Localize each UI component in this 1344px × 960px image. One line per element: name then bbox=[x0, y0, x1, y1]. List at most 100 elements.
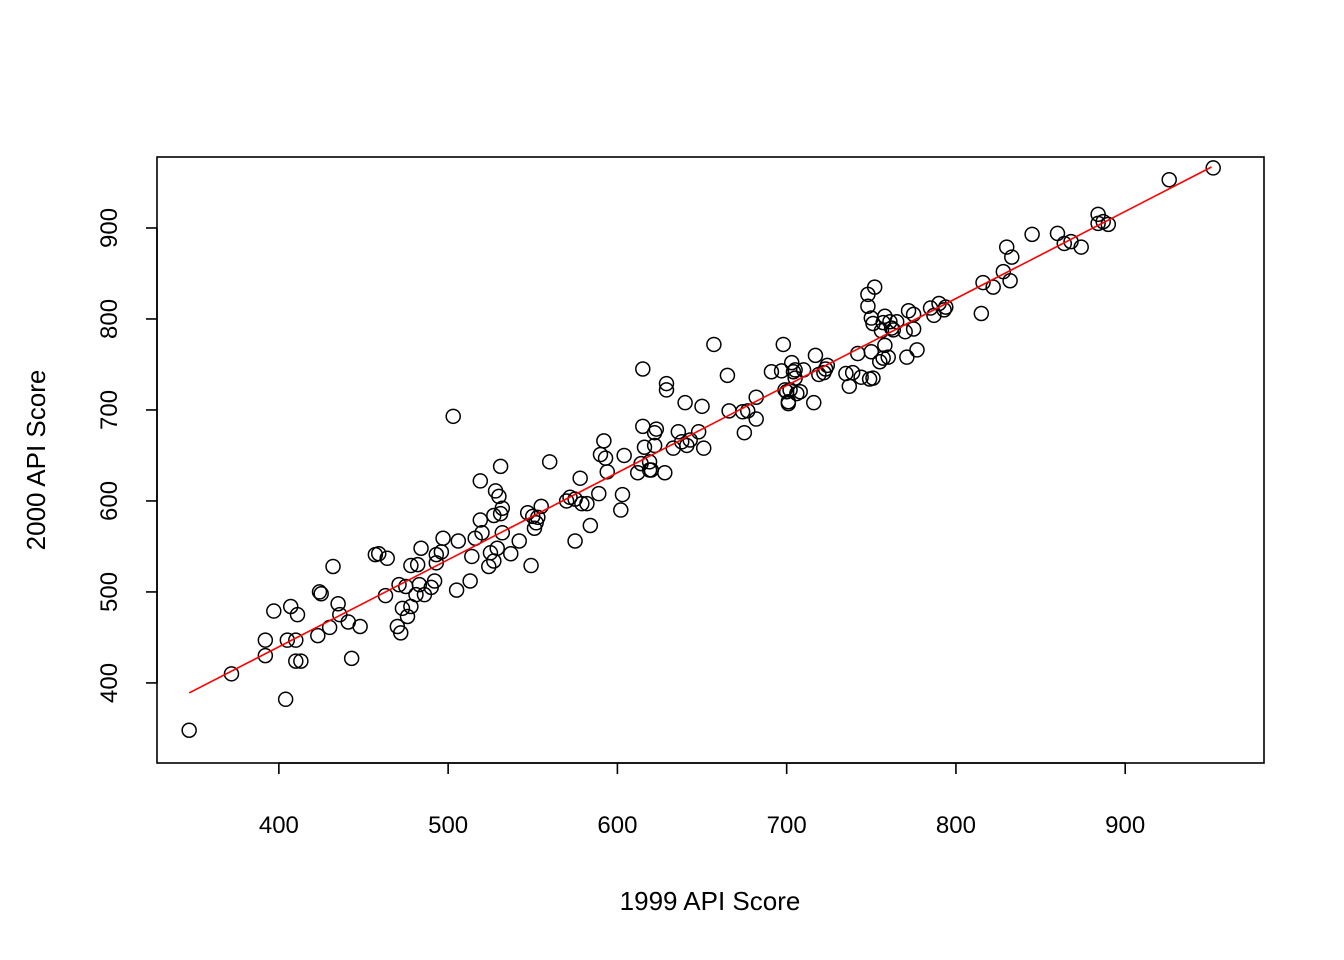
data-point bbox=[223, 666, 240, 682]
y-tick-label: 700 bbox=[96, 390, 123, 430]
data-point bbox=[408, 586, 424, 603]
data-point bbox=[783, 354, 800, 371]
data-point bbox=[403, 557, 419, 574]
data-point bbox=[616, 447, 632, 464]
regression-line bbox=[188, 166, 1212, 694]
data-point bbox=[763, 363, 780, 380]
data-point bbox=[787, 362, 803, 378]
data-point bbox=[435, 530, 451, 547]
x-tick-label: 900 bbox=[1105, 812, 1145, 839]
data-point bbox=[370, 545, 387, 562]
data-point bbox=[1049, 225, 1066, 242]
data-point bbox=[494, 525, 511, 541]
data-point bbox=[426, 573, 443, 589]
data-point bbox=[975, 274, 991, 291]
data-point bbox=[905, 321, 922, 337]
x-tick-label: 600 bbox=[597, 812, 637, 839]
data-point bbox=[257, 632, 274, 648]
x-tick-label: 700 bbox=[767, 812, 807, 839]
data-point bbox=[1002, 272, 1018, 289]
data-point bbox=[853, 369, 869, 385]
data-point bbox=[706, 336, 722, 353]
data-point bbox=[865, 370, 881, 386]
data-point bbox=[591, 485, 607, 502]
data-point bbox=[433, 544, 450, 560]
data-point bbox=[819, 357, 836, 374]
data-point bbox=[325, 558, 341, 575]
data-point bbox=[450, 533, 467, 549]
data-point bbox=[511, 533, 527, 549]
data-point bbox=[596, 433, 612, 449]
data-point bbox=[491, 488, 507, 505]
data-point bbox=[875, 350, 891, 366]
data-point bbox=[279, 632, 296, 648]
data-point bbox=[1056, 235, 1073, 252]
data-point bbox=[695, 440, 712, 456]
x-tick-label: 800 bbox=[936, 812, 976, 839]
data-point bbox=[392, 625, 409, 641]
data-point bbox=[998, 239, 1015, 255]
data-point bbox=[905, 306, 922, 323]
y-tick-label: 500 bbox=[96, 572, 123, 612]
x-tick-label: 500 bbox=[428, 812, 468, 839]
data-point bbox=[657, 464, 673, 481]
data-point bbox=[592, 446, 609, 463]
data-point bbox=[872, 353, 888, 370]
data-point bbox=[411, 576, 428, 593]
data-point bbox=[885, 322, 902, 338]
scatter-points bbox=[181, 160, 1221, 738]
data-point bbox=[880, 349, 896, 365]
data-point bbox=[597, 450, 614, 466]
data-point bbox=[377, 587, 394, 604]
data-point bbox=[409, 556, 426, 573]
data-point bbox=[472, 512, 489, 528]
data-point bbox=[503, 545, 519, 562]
data-point bbox=[541, 454, 558, 470]
data-point bbox=[863, 343, 880, 360]
data-point bbox=[311, 584, 328, 600]
data-point bbox=[860, 298, 876, 314]
data-point bbox=[635, 361, 651, 377]
data-point bbox=[866, 279, 883, 295]
data-point bbox=[973, 305, 990, 322]
data-point bbox=[613, 502, 629, 518]
data-point bbox=[1024, 226, 1040, 243]
data-point bbox=[748, 411, 764, 427]
data-point bbox=[343, 650, 360, 667]
data-point bbox=[399, 608, 416, 625]
data-point bbox=[909, 342, 925, 358]
data-point bbox=[289, 606, 306, 623]
y-tick-label: 900 bbox=[96, 208, 123, 248]
data-point bbox=[464, 548, 480, 565]
data-point bbox=[181, 722, 197, 738]
data-point bbox=[792, 384, 808, 400]
plot-frame bbox=[156, 156, 1265, 764]
data-point bbox=[673, 434, 690, 450]
data-point bbox=[266, 603, 282, 619]
data-point bbox=[492, 458, 509, 475]
data-point bbox=[806, 394, 822, 411]
x-axis: 400 500 600 700 800 900 bbox=[259, 762, 1145, 839]
data-point bbox=[900, 303, 917, 319]
data-point bbox=[574, 495, 590, 512]
data-point bbox=[579, 495, 595, 512]
data-point bbox=[882, 313, 898, 330]
data-point bbox=[648, 421, 665, 437]
data-point bbox=[785, 363, 802, 380]
data-point bbox=[636, 439, 653, 456]
data-point bbox=[670, 424, 687, 440]
data-point bbox=[462, 573, 478, 589]
data-point bbox=[719, 367, 736, 384]
data-point bbox=[844, 364, 861, 381]
data-point bbox=[313, 586, 329, 602]
x-tick-label: 400 bbox=[259, 812, 299, 839]
data-point bbox=[877, 337, 893, 354]
data-point bbox=[1004, 249, 1020, 265]
y-axis-title: 2000 API Score bbox=[21, 370, 51, 551]
data-point bbox=[445, 408, 461, 425]
data-point bbox=[1161, 171, 1177, 188]
data-point bbox=[379, 550, 395, 567]
data-point bbox=[310, 627, 326, 644]
data-point bbox=[330, 596, 346, 612]
